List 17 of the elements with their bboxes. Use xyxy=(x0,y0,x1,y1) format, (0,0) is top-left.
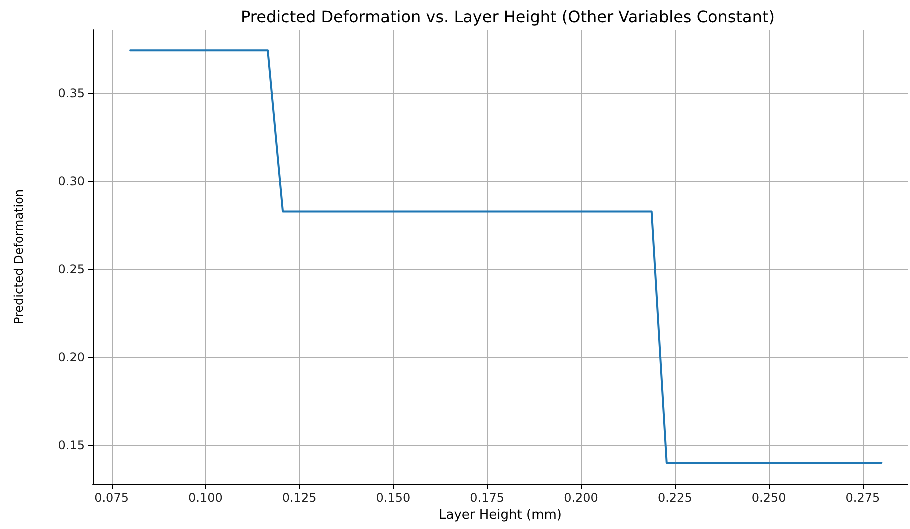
x-tick-label: 0.100 xyxy=(188,491,223,505)
chart-title: Predicted Deformation vs. Layer Height (Other Variables Constant) xyxy=(241,8,775,26)
x-tick-label: 0.175 xyxy=(470,491,505,505)
x-tick-label: 0.250 xyxy=(752,491,786,505)
x-tick-label: 0.200 xyxy=(564,491,598,505)
y-axis-title: Predicted Deformation xyxy=(12,189,26,325)
x-tick-label: 0.075 xyxy=(94,491,129,505)
x-tick-label: 0.125 xyxy=(282,491,317,505)
y-tick-label: 0.20 xyxy=(58,350,85,364)
y-tick-label: 0.35 xyxy=(58,86,85,100)
x-tick-label: 0.225 xyxy=(658,491,692,505)
x-tick-label: 0.150 xyxy=(376,491,411,505)
y-tick-label: 0.30 xyxy=(58,174,85,188)
y-tick-label: 0.25 xyxy=(58,262,85,276)
x-tick-label: 0.275 xyxy=(846,491,880,505)
y-tick-label: 0.15 xyxy=(58,438,85,452)
x-axis-title: Layer Height (mm) xyxy=(439,508,562,523)
